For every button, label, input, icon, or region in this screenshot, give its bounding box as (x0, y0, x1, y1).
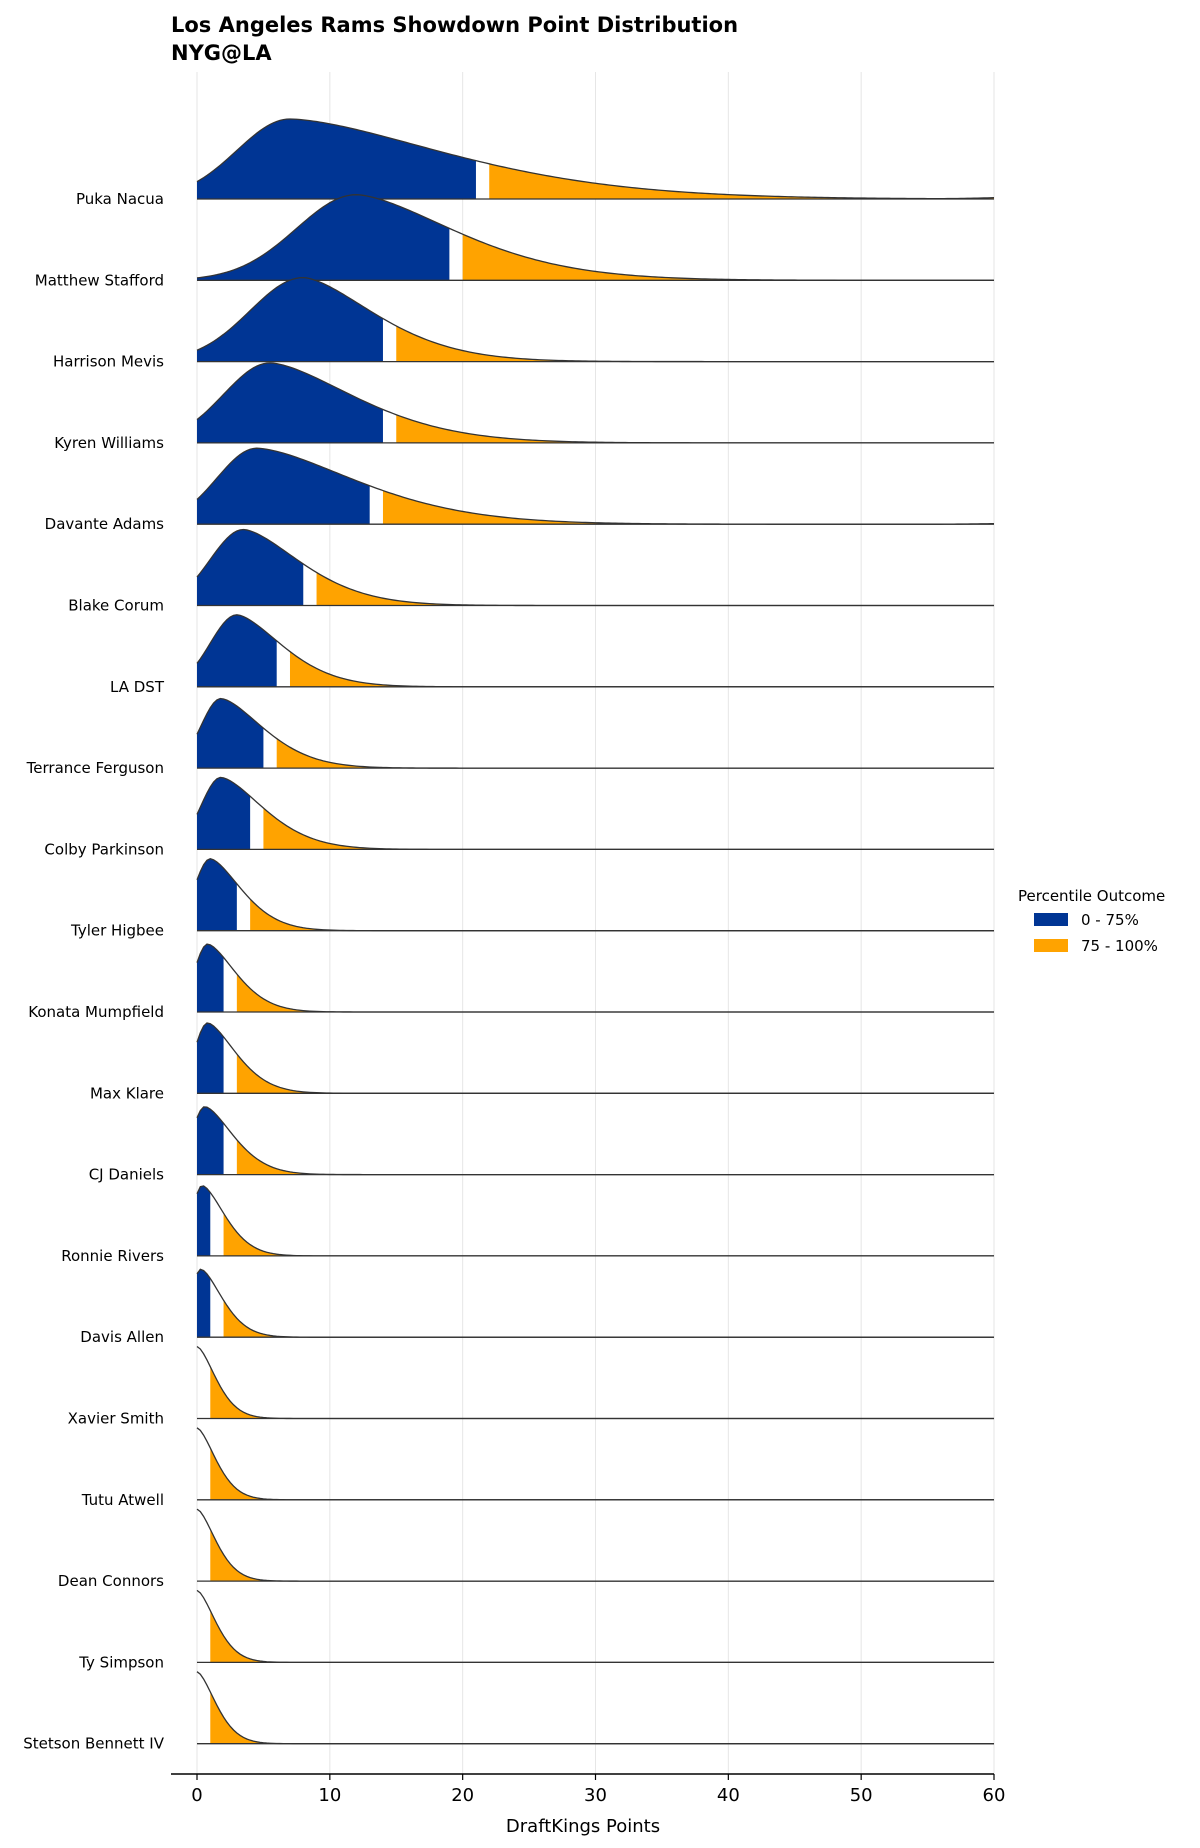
x-axis-label: DraftKings Points (506, 1816, 660, 1837)
x-tick-label: 10 (318, 1785, 341, 1806)
player-label: Max Klare (90, 1084, 164, 1102)
player-label: Tyler Higbee (70, 922, 164, 940)
x-axis: 0 10 20 30 40 50 60 (171, 1773, 1006, 1806)
player-label: Ronnie Rivers (61, 1247, 164, 1265)
x-tick-label: 30 (584, 1785, 607, 1806)
player-label: Terrance Ferguson (26, 759, 164, 777)
legend: Percentile Outcome 0 - 75% 75 - 100% (1018, 887, 1165, 955)
ridge-puka-nacua (196, 118, 995, 200)
ridge-dean-connors (196, 1508, 995, 1582)
area-high (289, 651, 994, 687)
player-label: LA DST (110, 678, 165, 696)
density-outline (196, 118, 995, 200)
area-low (197, 858, 237, 931)
player-label: Puka Nacua (76, 190, 164, 208)
player-label: Stetson Bennett IV (23, 1735, 164, 1753)
ridge-blake-corum (196, 528, 994, 607)
player-label: Tutu Atwell (81, 1491, 164, 1509)
area-high (223, 1300, 995, 1338)
ridge-davante-adams (196, 447, 995, 525)
area-high (210, 1691, 995, 1744)
ridge-harrison-mevis (196, 276, 994, 363)
player-label: Xavier Smith (68, 1410, 164, 1428)
area-high (382, 490, 994, 525)
player-label: Dean Connors (58, 1572, 164, 1590)
ridge-cj-daniels (196, 1106, 995, 1176)
area-high (489, 163, 994, 199)
ridge-stetson-bennett-iv (196, 1671, 995, 1745)
area-low (197, 119, 476, 199)
ridge-colby-parkinson (196, 776, 995, 851)
player-label: CJ Daniels (89, 1166, 164, 1184)
x-tick-label: 50 (850, 1785, 873, 1806)
x-tick-label: 20 (451, 1785, 474, 1806)
area-low (197, 448, 370, 525)
ridge-ronnie-rivers (196, 1185, 995, 1257)
ridge-la-dst (196, 614, 994, 688)
area-high (236, 1139, 995, 1175)
legend-label-low: 0 - 75% (1081, 911, 1139, 929)
area-low (197, 944, 224, 1012)
player-labels: Puka Nacua Matthew Stafford Harrison Mevis… (23, 190, 165, 1753)
player-label: Davante Adams (45, 515, 165, 533)
legend-label-high: 75 - 100% (1081, 937, 1158, 955)
player-label: Colby Parkinson (44, 840, 164, 858)
area-low (197, 1106, 224, 1175)
area-low (197, 614, 277, 687)
area-low (197, 1022, 224, 1094)
ridge-terrance-ferguson (196, 697, 994, 769)
player-label: Blake Corum (68, 597, 164, 615)
ridge-matthew-stafford (196, 194, 995, 281)
ridge-tutu-atwell (196, 1427, 995, 1501)
ridges (196, 118, 995, 1745)
player-label: Kyren Williams (54, 434, 164, 452)
area-high (316, 572, 994, 606)
area-low (197, 698, 264, 769)
x-tick-label: 0 (191, 1785, 202, 1806)
area-high (236, 1053, 995, 1094)
ridge-konata-mumpfield (196, 943, 995, 1013)
area-high (396, 325, 994, 362)
area-high (462, 234, 995, 281)
area-low (197, 529, 304, 606)
area-high (276, 738, 994, 769)
ridge-max-klare (196, 1022, 995, 1094)
ridge-kyren-williams (196, 362, 994, 444)
ridge-ty-simpson (196, 1589, 995, 1664)
area-low (197, 194, 450, 281)
area-high (210, 1529, 995, 1582)
area-high (210, 1366, 995, 1419)
x-tick-label: 60 (983, 1785, 1006, 1806)
area-low (197, 362, 383, 443)
player-label: Matthew Stafford (35, 271, 164, 289)
area-high (263, 808, 995, 850)
area-low (197, 277, 383, 362)
area-high (210, 1610, 995, 1663)
area-high (396, 414, 994, 443)
chart-title: Los Angeles Rams Showdown Point Distribu… (171, 13, 738, 37)
player-label: Konata Mumpfield (28, 1003, 164, 1021)
legend-swatch-low (1034, 913, 1068, 926)
ridge-xavier-smith (196, 1345, 995, 1420)
area-low (197, 1185, 211, 1256)
legend-swatch-high (1034, 939, 1068, 952)
area-low (197, 777, 251, 850)
area-high (236, 974, 995, 1012)
x-tick-label: 40 (717, 1785, 740, 1806)
area-low (197, 1269, 211, 1338)
player-label: Ty Simpson (78, 1653, 164, 1671)
area-high (250, 899, 995, 931)
ridge-tyler-higbee (196, 858, 995, 932)
chart-subtitle: NYG@LA (171, 41, 272, 65)
area-high (223, 1213, 995, 1256)
player-label: Davis Allen (80, 1328, 164, 1346)
ridge-davis-allen (196, 1268, 995, 1338)
area-high (210, 1447, 995, 1500)
player-label: Harrison Mevis (53, 353, 164, 371)
legend-title: Percentile Outcome (1018, 887, 1165, 905)
